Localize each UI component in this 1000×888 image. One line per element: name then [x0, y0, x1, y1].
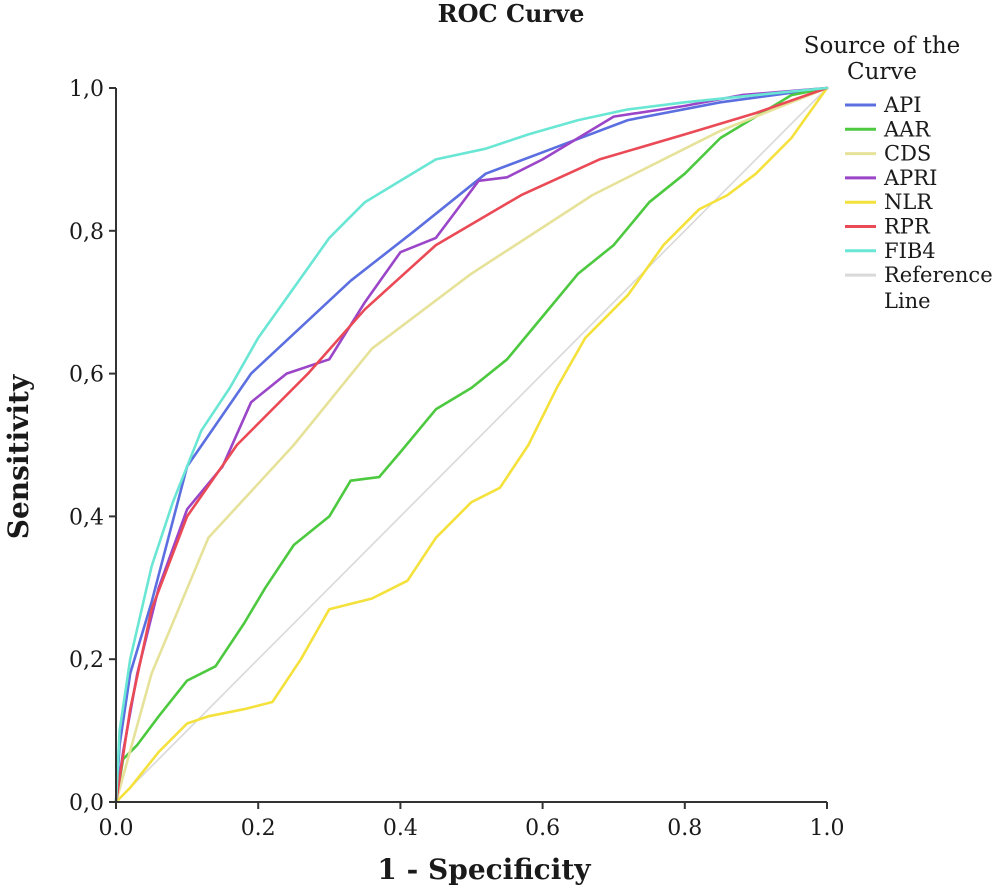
legend-item-api: API [845, 93, 922, 117]
x-ticks: 0.0 0.2 0.4 0.6 0.8 1.0 [99, 802, 845, 841]
series-line-nlr [114, 86, 829, 804]
legend-title-line-2: Curve [847, 59, 917, 85]
y-ticks: 0,0 0,2 0,4 0,6 0,8 1,0 [69, 77, 116, 816]
legend-label: NLR [884, 190, 933, 214]
x-tick-label: 0.6 [525, 816, 560, 841]
legend-item-rpr: RPR [845, 215, 931, 239]
series-line-cds [114, 86, 829, 804]
legend: Source of the Curve APIAARCDSAPRINLRRPRF… [804, 33, 993, 313]
legend-label: CDS [884, 142, 931, 166]
legend-label: Reference [884, 263, 993, 287]
plot-area [114, 86, 829, 804]
legend-title-line-1: Source of the [804, 33, 961, 59]
x-tick-label: 0.0 [99, 816, 134, 841]
y-tick-label: 0,4 [69, 505, 104, 530]
y-tick-label: 1,0 [69, 77, 104, 102]
series-line-aar [114, 86, 829, 804]
axes [115, 88, 827, 803]
x-tick-label: 1.0 [810, 816, 845, 841]
series-line-fib4 [114, 86, 829, 804]
x-tick-label: 0.4 [383, 816, 418, 841]
legend-item-aar: AAR [845, 117, 931, 141]
x-axis-label: 1 - Specificity [377, 853, 591, 886]
series-line-apri [114, 86, 829, 804]
x-tick-label: 0.2 [241, 816, 276, 841]
y-tick-label: 0,8 [69, 220, 104, 245]
legend-label: RPR [884, 215, 931, 239]
legend-item-fib4: FIB4 [845, 239, 936, 263]
legend-label: AAR [883, 117, 931, 141]
legend-item-nlr: NLR [845, 190, 933, 214]
y-tick-label: 0,2 [69, 648, 104, 673]
legend-item-cds: CDS [845, 142, 931, 166]
legend-label: FIB4 [884, 239, 936, 263]
legend-item-apri: APRI [845, 166, 937, 190]
legend-label: Line [884, 289, 931, 313]
y-tick-label: 0,6 [69, 363, 104, 388]
legend-label: APRI [883, 166, 937, 190]
series-line-rpr [114, 86, 829, 804]
chart-title: ROC Curve [438, 0, 585, 28]
series-line-reference-line [115, 87, 828, 803]
legend-label: API [883, 93, 922, 117]
y-tick-label: 0,0 [69, 791, 104, 816]
series-line-api [114, 86, 829, 804]
x-tick-label: 0.8 [667, 816, 702, 841]
y-axis-label: Sensitivity [2, 374, 35, 539]
